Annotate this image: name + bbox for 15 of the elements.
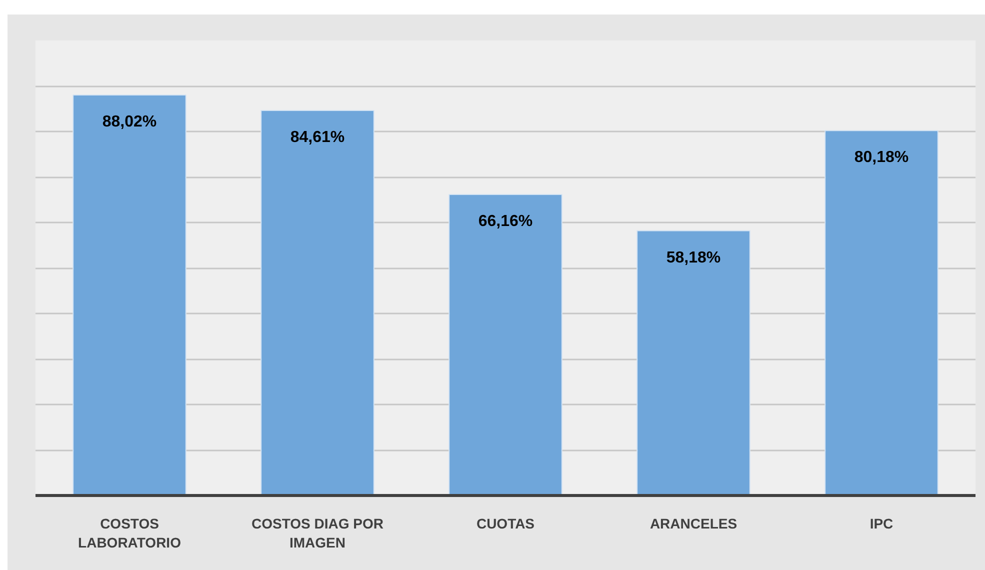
data-label: 80,18% — [854, 149, 909, 166]
bar — [636, 230, 750, 496]
x-tick-label: IPC — [870, 516, 894, 532]
bar — [448, 194, 562, 496]
data-label: 84,61% — [290, 129, 345, 146]
x-tick-label: COSTOS DIAG POR IMAGEN — [252, 516, 384, 551]
data-label: 88,02% — [102, 114, 157, 131]
x-tick-label: COSTOS LABORATORIO — [78, 516, 182, 551]
bar — [260, 110, 374, 496]
bar — [72, 94, 186, 496]
x-tick-label: ARANCELES — [650, 516, 738, 532]
x-tick-label: CUOTAS — [476, 516, 535, 532]
data-label: 66,16% — [478, 212, 533, 230]
data-label: 58,18% — [666, 249, 721, 266]
bar — [824, 130, 938, 496]
